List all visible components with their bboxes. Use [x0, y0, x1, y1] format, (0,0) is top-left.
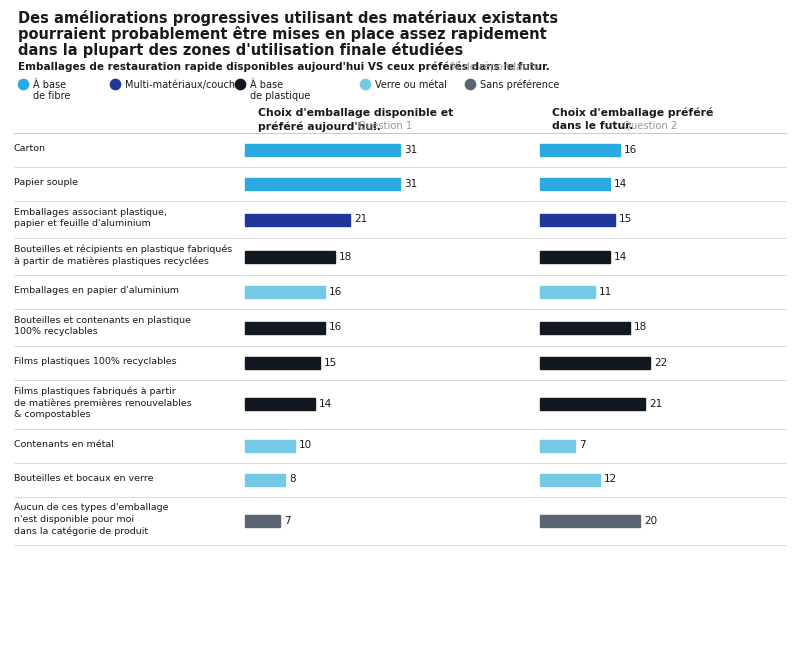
- Point: [234, 79, 246, 89]
- Text: à partir de matières plastiques recyclées: à partir de matières plastiques recyclée…: [14, 257, 209, 266]
- Bar: [245, 322, 325, 333]
- Text: Verre ou métal: Verre ou métal: [375, 80, 447, 90]
- Bar: [540, 322, 630, 333]
- Text: Aucun de ces types d'emballage: Aucun de ces types d'emballage: [14, 504, 169, 512]
- Text: 16: 16: [624, 145, 638, 155]
- Text: 21: 21: [354, 214, 367, 224]
- Text: 18: 18: [339, 252, 352, 261]
- Text: de matières premières renouvelables: de matières premières renouvelables: [14, 398, 192, 408]
- Point: [17, 79, 30, 89]
- Text: 14: 14: [614, 179, 627, 189]
- Text: 22: 22: [654, 358, 667, 368]
- Bar: [540, 398, 645, 410]
- Bar: [540, 250, 610, 263]
- Text: % de répondants: % de répondants: [450, 62, 538, 73]
- Bar: [245, 357, 320, 369]
- Bar: [540, 178, 610, 190]
- Text: de fibre: de fibre: [33, 91, 70, 101]
- Bar: [540, 515, 640, 527]
- Bar: [540, 439, 575, 452]
- Text: 8: 8: [289, 474, 296, 484]
- Text: 100% recyclables: 100% recyclables: [14, 328, 98, 337]
- Text: Sans préférence: Sans préférence: [480, 80, 559, 90]
- Point: [464, 79, 477, 89]
- Point: [109, 79, 122, 89]
- Bar: [540, 213, 615, 226]
- Text: 14: 14: [319, 399, 332, 410]
- Point: [358, 79, 371, 89]
- Text: 16: 16: [329, 322, 342, 333]
- Text: & compostables: & compostables: [14, 410, 90, 419]
- Text: Multi-matériaux/couches: Multi-matériaux/couches: [125, 80, 246, 90]
- Text: 18: 18: [634, 322, 647, 333]
- Text: Films plastiques fabriqués à partir: Films plastiques fabriqués à partir: [14, 387, 176, 396]
- Bar: [245, 250, 335, 263]
- Text: 7: 7: [284, 515, 290, 526]
- Text: dans le futur.: dans le futur.: [552, 121, 634, 131]
- Text: Films plastiques 100% recyclables: Films plastiques 100% recyclables: [14, 358, 177, 366]
- Text: Emballages en papier d'aluminium: Emballages en papier d'aluminium: [14, 286, 179, 295]
- Text: 7: 7: [579, 441, 586, 450]
- Text: Emballages de restauration rapide disponibles aujourd'hui VS ceux préférés dans : Emballages de restauration rapide dispon…: [18, 62, 550, 73]
- Text: pourraient probablement être mises en place assez rapidement: pourraient probablement être mises en pl…: [18, 26, 546, 42]
- Text: 12: 12: [604, 474, 618, 484]
- Bar: [540, 144, 620, 156]
- Text: Question 1: Question 1: [355, 121, 412, 131]
- Text: dans la plupart des zones d'utilisation finale étudiées: dans la plupart des zones d'utilisation …: [18, 42, 463, 58]
- Text: Choix d'emballage préféré: Choix d'emballage préféré: [552, 108, 714, 118]
- Text: À base: À base: [33, 80, 66, 90]
- Text: dans la catégorie de produit: dans la catégorie de produit: [14, 526, 148, 536]
- Text: 16: 16: [329, 287, 342, 297]
- Bar: [245, 286, 325, 298]
- Text: 10: 10: [299, 441, 312, 450]
- Text: Papier souple: Papier souple: [14, 178, 78, 187]
- Text: À base: À base: [250, 80, 283, 90]
- Bar: [245, 439, 295, 452]
- Text: Bouteilles et récipients en plastique fabriqués: Bouteilles et récipients en plastique fa…: [14, 245, 232, 255]
- Text: 15: 15: [619, 214, 632, 224]
- Text: papier et feuille d'aluminium: papier et feuille d'aluminium: [14, 220, 150, 229]
- Text: Contenants en métal: Contenants en métal: [14, 440, 114, 448]
- Text: Question 2: Question 2: [620, 121, 678, 131]
- Text: n'est disponible pour moi: n'est disponible pour moi: [14, 515, 134, 524]
- Text: préféré aujourd'hui.: préféré aujourd'hui.: [258, 121, 381, 131]
- Text: Choix d'emballage disponible et: Choix d'emballage disponible et: [258, 108, 454, 118]
- Text: 20: 20: [644, 515, 657, 526]
- Text: 14: 14: [614, 252, 627, 261]
- Text: 11: 11: [599, 287, 612, 297]
- Bar: [245, 515, 280, 527]
- Bar: [245, 178, 400, 190]
- Text: Bouteilles et contenants en plastique: Bouteilles et contenants en plastique: [14, 316, 191, 325]
- Text: 21: 21: [649, 399, 662, 410]
- Bar: [540, 357, 650, 369]
- Text: Bouteilles et bocaux en verre: Bouteilles et bocaux en verre: [14, 474, 154, 483]
- Bar: [245, 398, 315, 410]
- Bar: [540, 473, 600, 486]
- Bar: [245, 213, 350, 226]
- Text: 31: 31: [404, 145, 418, 155]
- Text: Carton: Carton: [14, 144, 46, 153]
- Text: Emballages associant plastique,: Emballages associant plastique,: [14, 208, 167, 217]
- Bar: [245, 473, 285, 486]
- Bar: [245, 144, 400, 156]
- Bar: [540, 286, 595, 298]
- Text: de plastique: de plastique: [250, 91, 310, 101]
- Text: Des améliorations progressives utilisant des matériaux existants: Des améliorations progressives utilisant…: [18, 10, 558, 26]
- Text: 31: 31: [404, 179, 418, 189]
- Text: 15: 15: [324, 358, 338, 368]
